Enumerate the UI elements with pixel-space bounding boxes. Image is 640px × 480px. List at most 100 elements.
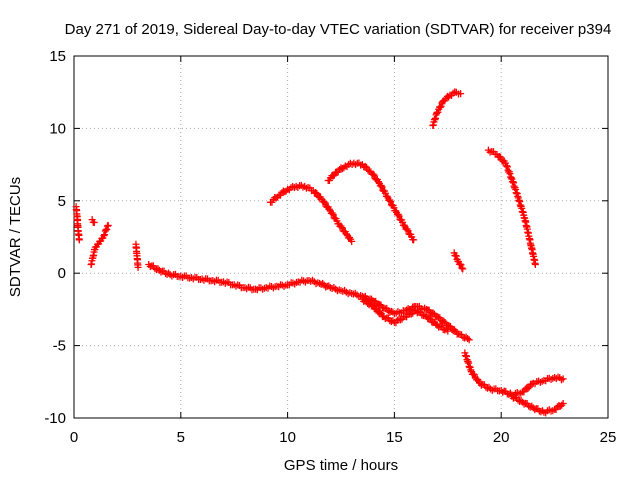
series-marker [394,210,402,218]
chart-title: Day 271 of 2019, Sidereal Day-to-day VTE… [65,21,612,38]
series-marker [330,171,338,179]
series-marker [514,192,522,200]
series-marker [329,172,337,180]
series-marker [462,333,470,341]
series-marker [325,205,333,213]
series-marker [319,279,327,287]
x-tick-label: 5 [177,429,185,446]
series-marker [537,408,545,416]
series-marker [221,279,229,287]
series-marker [337,222,345,230]
x-tick-label: 0 [70,429,78,446]
series-marker [313,189,321,197]
series-marker [314,279,322,287]
series-marker [429,309,437,317]
series-marker [419,312,427,320]
series-marker [392,207,400,215]
series-marker [103,222,111,230]
series-marker [557,376,565,384]
series-marker [317,280,325,288]
series-marker [531,259,539,267]
series-marker [483,384,491,392]
series-marker [75,235,83,243]
x-tick-label: 20 [493,429,510,446]
series-marker [456,260,464,268]
series-marker [558,401,566,409]
series-marker [397,316,405,324]
series-marker [425,314,433,322]
series-marker [454,90,462,98]
data-points [72,88,567,417]
x-axis-label: GPS time / hours [284,457,398,474]
series-marker [436,103,444,111]
y-tick-label: 15 [49,48,66,65]
series-marker [451,88,459,96]
series-marker [464,335,472,343]
data-point [559,375,567,383]
y-tick-label: -10 [44,410,66,427]
series-marker [527,241,535,249]
series-marker [395,212,403,220]
series-marker [458,264,466,272]
series-marker [404,304,412,312]
series-marker [524,385,532,393]
series-marker [404,227,412,235]
series-marker [103,225,111,233]
series-marker [556,402,564,410]
series-marker [243,285,251,293]
series-marker [440,317,448,325]
series-marker [342,230,350,238]
series-marker [516,397,524,405]
series-marker [312,188,320,196]
series-marker [528,402,536,410]
series-marker [434,108,442,116]
series-marker [282,187,290,195]
y-tick-label: 10 [49,120,66,137]
series-marker [332,285,340,293]
series-marker [328,209,336,217]
series-marker [383,192,391,200]
series-marker [407,310,415,318]
series-marker [471,371,478,379]
series-marker [269,284,277,292]
series-marker [452,252,460,260]
series-marker [196,275,204,283]
series-marker [369,170,377,178]
series-marker [457,261,465,269]
series-marker [552,375,560,383]
series-marker [281,188,289,196]
grid [74,56,608,418]
series-marker [386,196,394,204]
series-marker [485,383,493,391]
series-marker [207,277,215,285]
series-marker [340,164,348,172]
series-marker [232,282,240,290]
x-tick-label: 10 [279,429,296,446]
series-marker [338,165,346,173]
series-marker [134,261,142,269]
series-marker [321,199,329,207]
series-marker [436,322,444,330]
y-tick-label: -5 [53,338,66,355]
y-tick-label: 5 [58,193,66,210]
series-marker [507,174,515,182]
series-marker [376,308,384,316]
series-marker [364,166,372,174]
series-marker [361,162,369,170]
series-marker [259,285,267,293]
series-marker [499,388,507,396]
series-marker [370,171,378,179]
series-marker [152,266,160,274]
series-marker [280,282,288,290]
series-marker [526,403,534,411]
series-marker [377,182,385,190]
axis-ticks: 0 5 10 15 20 25 -10 -5 0 5 10 15 [44,48,616,446]
series-marker [517,389,525,397]
series-marker [101,227,109,235]
series-marker [163,270,171,278]
series-marker [441,326,449,334]
x-tick-label: 25 [600,429,617,446]
series-marker [211,278,219,286]
series-marker [154,265,162,273]
